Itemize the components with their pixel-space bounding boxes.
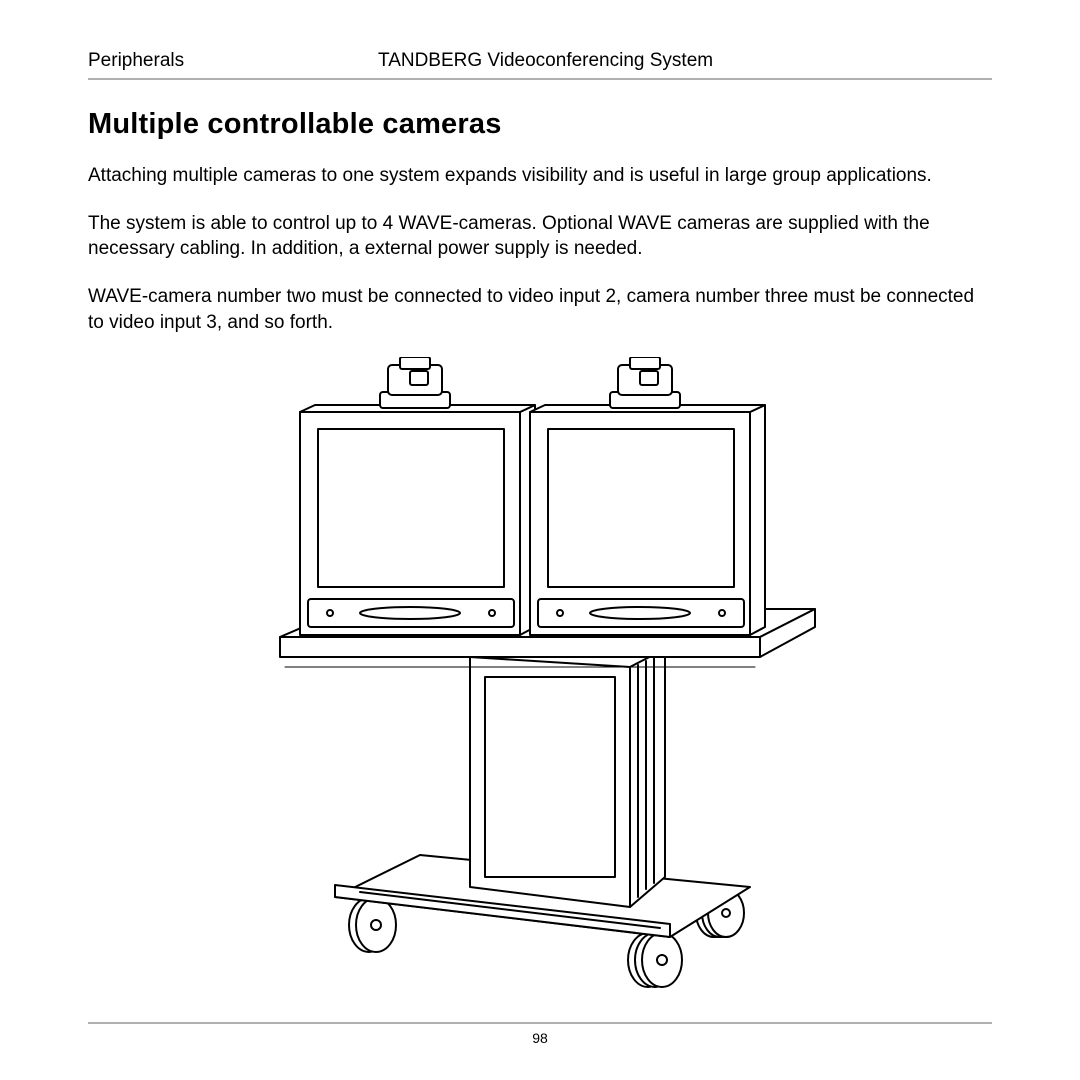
paragraph-1: Attaching multiple cameras to one system… [88,163,992,189]
header-left: Peripherals [88,50,378,72]
page-footer: 98 [88,1022,992,1046]
page-header: Peripherals TANDBERG Videoconferencing S… [88,50,992,80]
paragraph-3: WAVE-camera number two must be connected… [88,284,992,335]
page-number: 98 [532,1030,548,1046]
paragraph-2: The system is able to control up to 4 WA… [88,211,992,262]
header-center: TANDBERG Videoconferencing System [378,50,992,72]
document-page: Peripherals TANDBERG Videoconferencing S… [0,0,1080,1080]
page-title: Multiple controllable cameras [88,108,992,141]
figure-container [88,357,992,997]
videoconferencing-cart-illustration [260,357,820,997]
